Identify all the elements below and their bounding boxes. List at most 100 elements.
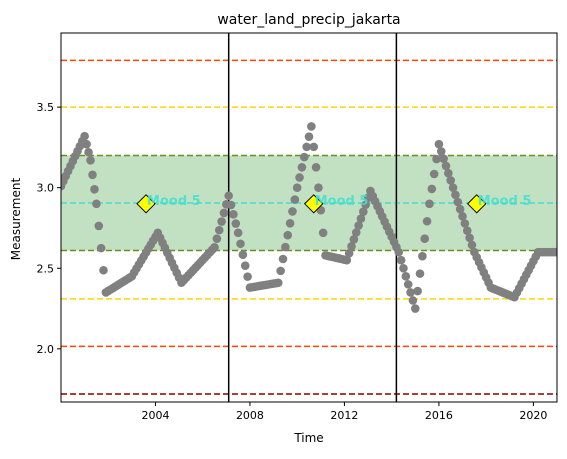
data-point <box>292 183 302 192</box>
data-point <box>217 217 226 226</box>
x-tick-label: 2004 <box>141 409 169 422</box>
data-point <box>455 204 465 214</box>
data-point <box>307 122 316 131</box>
data-point <box>453 197 463 207</box>
data-point <box>415 269 425 278</box>
data-point <box>295 173 304 182</box>
data-point <box>354 221 363 230</box>
data-point <box>288 207 297 216</box>
y-tick-label: 2.0 <box>37 343 55 356</box>
x-tick-label: 2008 <box>236 409 264 422</box>
data-point <box>281 242 290 252</box>
data-point <box>314 183 323 192</box>
data-point <box>219 208 229 218</box>
data-point <box>297 162 307 172</box>
annotation-label-2: Mood 5 <box>315 194 369 209</box>
data-point <box>441 161 451 171</box>
data-point <box>80 131 89 141</box>
data-point <box>436 147 446 156</box>
data-point <box>396 255 406 265</box>
data-point <box>290 195 300 204</box>
data-point <box>347 242 356 251</box>
data-point <box>84 147 93 157</box>
data-point <box>394 247 404 257</box>
data-point <box>425 199 434 209</box>
data-point <box>86 155 95 165</box>
data-point <box>82 139 91 149</box>
annotation-label-3: Mood 5 <box>478 194 532 209</box>
data-point <box>309 142 319 152</box>
data-point <box>467 240 477 250</box>
data-point <box>276 266 285 276</box>
data-point <box>427 184 437 194</box>
data-point <box>359 207 368 216</box>
data-point <box>92 199 101 209</box>
data-point <box>229 209 238 219</box>
data-point <box>238 250 248 260</box>
plot-content: Mood 5 Mood 5 Mood 5 <box>61 33 557 402</box>
data-point <box>299 152 309 162</box>
data-point <box>283 230 293 240</box>
data-point <box>231 219 241 228</box>
data-point <box>302 142 311 152</box>
data-point <box>224 191 233 201</box>
data-point <box>458 212 467 221</box>
data-point <box>420 234 430 244</box>
data-point <box>444 168 453 178</box>
data-point <box>446 176 456 185</box>
data-point <box>96 243 106 253</box>
plot-frame <box>60 32 558 403</box>
data-point <box>94 221 104 231</box>
data-point <box>448 183 458 192</box>
data-point <box>432 154 441 164</box>
data-point <box>465 233 474 243</box>
data-point <box>88 170 97 180</box>
y-tick-label: 2.5 <box>37 262 55 275</box>
y-axis-label: Measurement <box>9 178 23 261</box>
data-point <box>413 286 422 296</box>
y-tick-label: 3.0 <box>37 182 55 195</box>
data-point <box>439 154 448 163</box>
x-axis-label: Time <box>293 431 323 445</box>
annotation-marker-3 <box>466 194 487 214</box>
data-point <box>344 248 354 258</box>
x-tick-label: 2020 <box>519 409 547 422</box>
data-point <box>401 272 411 281</box>
data-point <box>451 190 460 200</box>
data-point <box>240 261 250 270</box>
data-point <box>342 255 352 265</box>
data-point <box>422 216 432 226</box>
data-point <box>212 234 222 244</box>
data-point <box>273 278 283 288</box>
data-point <box>278 254 288 264</box>
data-point <box>356 214 366 223</box>
data-point <box>243 272 252 281</box>
data-point <box>462 226 472 235</box>
data-point <box>90 185 99 194</box>
data-point <box>429 169 439 179</box>
data-point <box>304 132 314 141</box>
data-point <box>361 200 370 210</box>
annotation-marker-1 <box>136 194 156 214</box>
data-point <box>406 288 415 297</box>
data-point <box>552 247 557 257</box>
data-point <box>408 296 418 305</box>
plot-area: Mood 5 Mood 5 Mood 5 2004 2008 2012 2016 2020 2.… <box>37 32 558 422</box>
data-point <box>403 280 413 289</box>
data-point <box>418 251 427 261</box>
data-point <box>399 263 408 273</box>
chart-title: water_land_precip_jakarta <box>217 12 400 28</box>
data-point <box>226 200 236 210</box>
data-point <box>434 139 444 149</box>
data-point <box>236 239 245 249</box>
data-point <box>349 235 359 244</box>
annotation-label-1: Mood 5 <box>147 194 201 209</box>
data-point <box>214 225 224 235</box>
data-point <box>99 265 108 275</box>
data-point <box>285 219 295 228</box>
data-point <box>410 304 420 313</box>
data-point <box>311 162 321 172</box>
x-tick-label: 2012 <box>330 409 358 422</box>
